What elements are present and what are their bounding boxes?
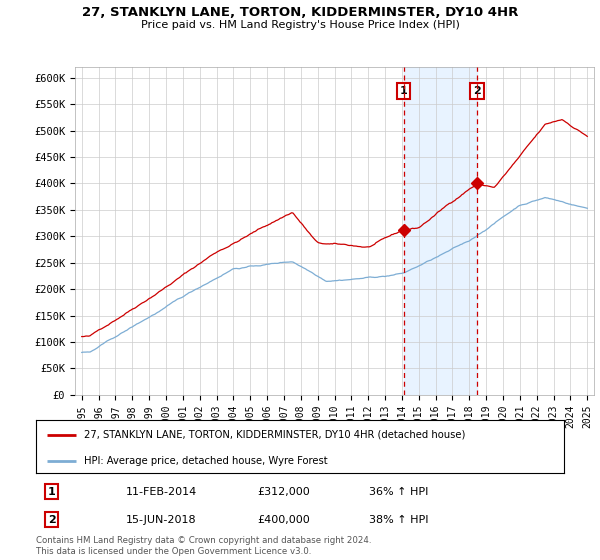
Text: 27, STANKLYN LANE, TORTON, KIDDERMINSTER, DY10 4HR: 27, STANKLYN LANE, TORTON, KIDDERMINSTER… bbox=[82, 6, 518, 18]
Text: £400,000: £400,000 bbox=[258, 515, 311, 525]
Bar bbox=[404, 67, 477, 395]
Text: Price paid vs. HM Land Registry's House Price Index (HPI): Price paid vs. HM Land Registry's House … bbox=[140, 20, 460, 30]
Text: 2: 2 bbox=[48, 515, 56, 525]
Text: 2: 2 bbox=[473, 86, 481, 96]
Text: Contains HM Land Registry data © Crown copyright and database right 2024.
This d: Contains HM Land Registry data © Crown c… bbox=[36, 536, 371, 556]
Text: 27, STANKLYN LANE, TORTON, KIDDERMINSTER, DY10 4HR (detached house): 27, STANKLYN LANE, TORTON, KIDDERMINSTER… bbox=[83, 430, 465, 440]
Text: 15-JUN-2018: 15-JUN-2018 bbox=[126, 515, 196, 525]
Text: HPI: Average price, detached house, Wyre Forest: HPI: Average price, detached house, Wyre… bbox=[83, 456, 327, 466]
Text: 1: 1 bbox=[48, 487, 56, 497]
Text: 38% ↑ HPI: 38% ↑ HPI bbox=[368, 515, 428, 525]
Text: £312,000: £312,000 bbox=[258, 487, 311, 497]
Text: 36% ↑ HPI: 36% ↑ HPI bbox=[368, 487, 428, 497]
Text: 1: 1 bbox=[400, 86, 407, 96]
Text: 11-FEB-2014: 11-FEB-2014 bbox=[126, 487, 197, 497]
